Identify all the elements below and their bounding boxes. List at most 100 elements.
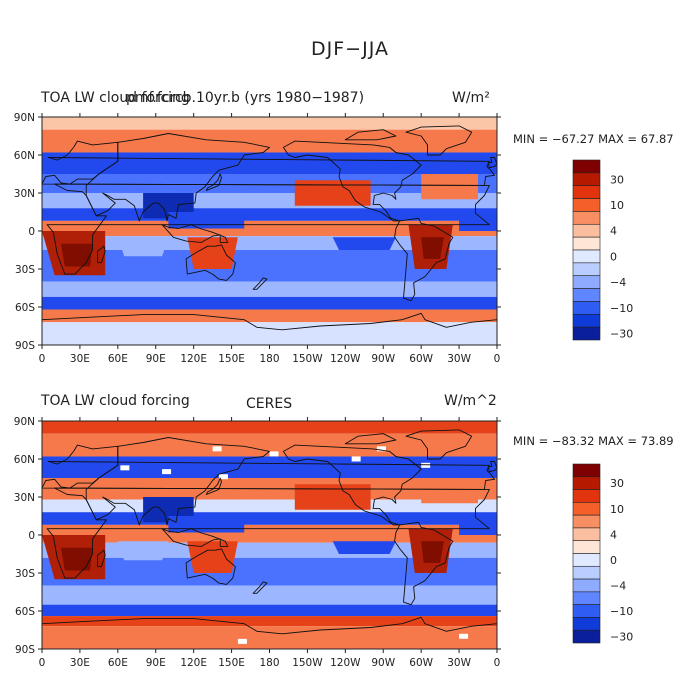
lon-tick-label: 150E [218,353,245,365]
coastline-japan [205,477,222,495]
coastline-uk [487,157,497,169]
coastline-japan [205,173,222,191]
colorbar-swatch [572,591,601,605]
panel2-stats: MIN = −83.32 MAX = 73.89 [513,434,674,448]
coastline-asia [85,133,270,222]
lon-tick-label: 0 [39,353,46,365]
map-panel-1: 90N 60N 30N 0 30S 60S 90S 0 30E 60E 90E 120E 150E 180… [14,112,501,365]
colorbar-swatch [572,275,601,289]
tropical-atlantic-minimum [459,212,497,231]
colorbar-swatch [572,565,601,580]
coastline-asia [85,437,270,526]
lat-band [42,512,497,525]
lat-tick-label: 90S [15,644,35,656]
lon-tick-label: 60W [409,353,433,365]
missing-data-patch [351,456,361,462]
colorbar-swatch [572,313,601,328]
north-atlantic-maximum [421,478,478,504]
colorbar-label: 30 [610,477,624,490]
coastline-new-zealand [252,277,268,290]
colorbar-swatch [572,629,601,644]
missing-data-patch [421,462,431,468]
coastline-greenland [405,429,473,460]
colorbar-swatch [572,514,601,529]
colorbar-swatch [572,326,601,341]
coastline-australia [185,244,236,281]
lon-tick-label: 60E [108,657,128,669]
lat-tick-label: 30S [15,264,35,276]
colorbar-swatch [572,617,601,631]
lon-tick-label: 30E [70,353,90,365]
coastline-north-america [282,140,422,222]
coastline-australia [185,548,236,585]
southern-africa-core [61,547,93,571]
colorbar-label: −30 [610,328,633,341]
lon-tick-label: 30W [447,353,471,365]
lat-band [42,208,497,221]
colorbar-swatch [572,489,601,503]
lat-tick-label: 60N [14,150,35,162]
coastline-north-america [282,444,422,526]
panel1-units: W/m² [452,90,490,106]
colorbar-label: 4 [610,225,617,238]
colorbar-1: 30 10 4 0 −4 −10 −30 [572,159,633,341]
lat-tick-label: 60N [14,454,35,466]
colorbar-swatch [572,249,601,264]
panel1-stats: MIN = −67.27 MAX = 67.87 [513,132,674,146]
coastline-arctic-islands [344,129,397,141]
north-pacific-maximum [294,484,371,510]
lat-band [42,456,497,478]
colorbar-swatch [572,223,601,238]
lat-tick-label: 0 [28,530,35,542]
lon-tick-label: 0 [39,657,46,669]
lon-tick-label: 90W [371,657,395,669]
lon-tick-label: 120E [180,657,207,669]
lat-band [42,296,497,310]
lat-band [42,421,497,434]
panel1-left-title: TOA LW cloud forcing [41,90,190,106]
lon-tick-label: 150E [218,657,245,669]
figure-title: DJF−JJA [311,38,389,60]
coastline-antarctica [42,616,497,649]
panel2-left-title: TOA LW cloud forcing [41,393,190,409]
lon-tick-label: 120E [180,353,207,365]
missing-data-patch [212,446,222,452]
west-pacific-minimum [168,516,245,533]
coastline-greenland [405,125,473,156]
lat-tick-label: 60S [15,302,35,314]
coastline-indonesia [161,528,229,547]
colorbar-swatch [572,527,601,542]
colorbar-label: −10 [610,605,633,618]
lat-tick-label: 0 [28,226,35,238]
colorbar-swatch [572,540,601,554]
missing-data-patch [269,451,279,457]
indian-ocean-minimum [117,237,169,257]
lon-tick-label: 120W [330,657,361,669]
missing-data-patch [237,638,247,644]
lat-band [42,129,497,153]
lon-tick-label: 180 [259,353,279,365]
lon-tick-label: 90W [371,353,395,365]
north-pacific-maximum [294,180,371,206]
coastline-arctic-islands [344,433,397,445]
lat-band [42,117,497,130]
lat-tick-label: 90N [14,112,35,124]
tropical-atlantic-minimum [459,516,497,535]
panel2-center-title: CERES [246,396,293,412]
colorbar-swatch [572,578,601,593]
colorbar-label: −4 [610,276,626,289]
colorbar-swatch [572,198,601,212]
colorbar-swatch [572,211,601,225]
lat-tick-label: 30N [14,492,35,504]
lon-tick-label: 90E [146,657,166,669]
lon-tick-label: 30W [447,657,471,669]
missing-data-patch [376,446,386,452]
indian-ocean-minimum [117,541,169,561]
colorbar-swatch [572,301,601,315]
coastline-indonesia [161,224,229,243]
missing-data-patch [120,465,130,471]
coastline-antarctica [42,312,497,345]
lat-band [42,626,497,649]
colorbar-label: 4 [610,528,617,541]
